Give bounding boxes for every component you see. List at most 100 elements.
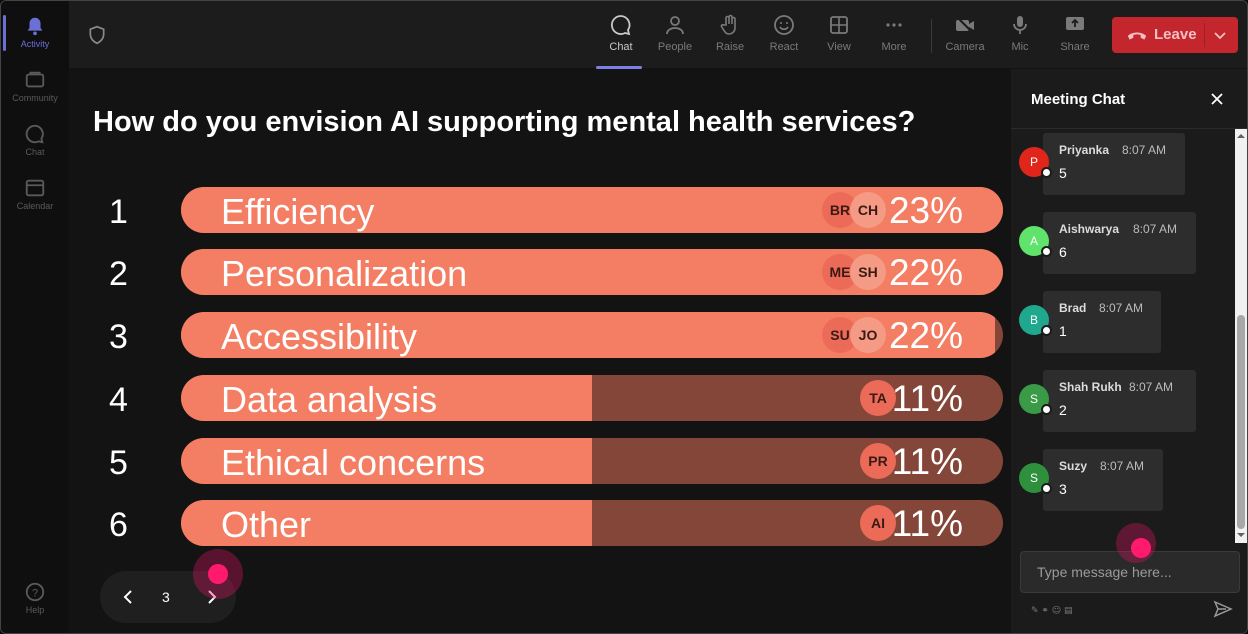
sender-avatar[interactable]: B [1019,305,1052,336]
meeting-chat-panel: Meeting Chat Priyanka 8:07 AM 5 P Aishwarya 8… [1011,69,1247,633]
message-text: 5 [1059,165,1067,181]
avatar-initial: S [1029,392,1038,406]
close-icon[interactable] [1209,91,1225,107]
people-icon [666,16,684,35]
hang-up-icon [1127,32,1147,40]
view-button-label: View [827,41,851,53]
chevron-down-icon[interactable] [1212,27,1228,43]
option-label: Other [221,504,312,545]
sender-name: Suzy [1059,459,1088,473]
people-button[interactable]: People [650,11,700,63]
chat-message: Shah Rukh 8:07 AM 2 S [1011,370,1235,434]
react-button[interactable]: React [759,11,809,63]
option-bar: Data analysis TA 11% [181,375,1003,421]
community-icon [25,71,45,88]
more-dots-icon [886,23,902,27]
rail-calendar[interactable]: Calendar [1,171,69,221]
voter-avatar: BR [822,192,858,228]
raise-hand-button[interactable]: Raise [705,11,755,63]
voter-avatar: TA [860,380,896,416]
bell-icon [27,17,43,36]
send-icon[interactable] [1213,599,1233,619]
mic-button[interactable]: Mic [995,11,1045,63]
toolbar-divider [931,19,932,53]
rail-activity-label: Activity [20,39,50,49]
view-button[interactable]: View [814,11,864,63]
voter-avatar: JO [850,317,886,353]
rail-community[interactable]: Community [1,63,69,113]
sender-name: Priyanka [1059,143,1110,157]
option-number: 2 [109,255,128,293]
rail-help[interactable]: ? Help [1,575,69,625]
more-button-label: More [881,41,907,53]
message-bubble: Aishwarya 8:07 AM 6 [1043,212,1196,274]
option-label: Efficiency [221,191,375,232]
react-button-label: React [769,41,799,53]
voter-avatar: SH [850,254,886,290]
rail-calendar-label: Calendar [16,201,54,211]
leave-button[interactable]: Leave [1112,17,1238,53]
share-button-label: Share [1060,41,1090,53]
option-number: 3 [109,318,128,356]
message-time: 8:07 AM [1100,459,1145,473]
avatar-initial: B [1029,313,1038,327]
scroll-down-icon[interactable] [1237,531,1245,539]
chevron-right-icon[interactable] [202,587,222,607]
mic-icon [1013,16,1027,34]
option-bar: Personalization ME SH 22% [181,249,1003,295]
share-button[interactable]: Share [1050,11,1100,63]
chat-message: Brad 8:07 AM 1 B [1011,291,1235,355]
option-percent: 22% [888,315,963,356]
option-percent: 22% [888,252,963,293]
poll-option-row: 3 Accessibility SU JO 22% [69,312,1011,360]
rail-activity[interactable]: Activity [1,9,69,59]
option-bar: Ethical concerns PR 11% [181,438,1003,484]
sender-avatar[interactable]: A [1019,226,1052,257]
chat-message: Suzy 8:07 AM 3 S [1011,449,1235,513]
meeting-toolbar: Chat People Raise React View More Camera [69,1,1247,69]
presence-dot [1041,483,1052,494]
formatting-icons[interactable]: ✎ ⚭ ☺ ▤ [1031,603,1091,615]
scrollbar-thumb[interactable] [1237,315,1245,529]
poll-option-row: 4 Data analysis TA 11% [69,375,1011,423]
more-button[interactable]: More [869,11,919,63]
camera-off-icon [955,15,975,35]
sender-avatar[interactable]: S [1019,463,1052,494]
sender-avatar[interactable]: S [1019,384,1052,415]
chat-icon [610,15,631,36]
chevron-left-icon[interactable] [118,587,138,607]
option-percent: 11% [891,503,963,544]
option-bar-fill [181,500,592,546]
shield-icon[interactable] [87,25,107,45]
message-time: 8:07 AM [1099,301,1144,315]
chat-button[interactable]: Chat [596,11,646,69]
option-label: Accessibility [221,316,418,357]
leave-label: Leave [1154,26,1197,43]
raise-hand-label: Raise [715,41,745,53]
message-text: 1 [1059,323,1067,339]
scroll-up-icon[interactable] [1237,132,1245,140]
avatar-initial: P [1029,155,1038,169]
message-bubble: Priyanka 8:07 AM 5 [1043,133,1185,195]
calendar-icon [25,179,45,197]
poll-stage: How do you envision AI supporting mental… [69,69,1011,633]
left-rail: Activity Community Chat Calendar ? Help [1,1,69,633]
option-number: 6 [109,506,128,544]
camera-button-label: Camera [945,41,985,53]
sender-avatar[interactable]: P [1019,147,1052,178]
chat-scrollbar[interactable] [1235,129,1247,543]
camera-button[interactable]: Camera [940,11,990,63]
chat-message-list[interactable]: Priyanka 8:07 AM 5 P Aishwarya 8:07 AM 6 A Brad 8… [1011,129,1235,543]
rail-chat[interactable]: Chat [1,117,69,167]
message-bubble: Suzy 8:07 AM 3 [1043,449,1163,511]
presence-dot [1041,404,1052,415]
poll-option-row: 2 Personalization ME SH 22% [69,249,1011,297]
svg-text:✎ ⚭ ☺ ▤: ✎ ⚭ ☺ ▤ [1031,605,1073,615]
chat-message-input[interactable] [1020,551,1240,593]
option-label: Ethical concerns [221,442,486,483]
rail-chat-label: Chat [25,147,45,157]
people-button-label: People [657,41,693,53]
option-number: 4 [109,381,128,419]
help-icon: ? [25,582,45,602]
